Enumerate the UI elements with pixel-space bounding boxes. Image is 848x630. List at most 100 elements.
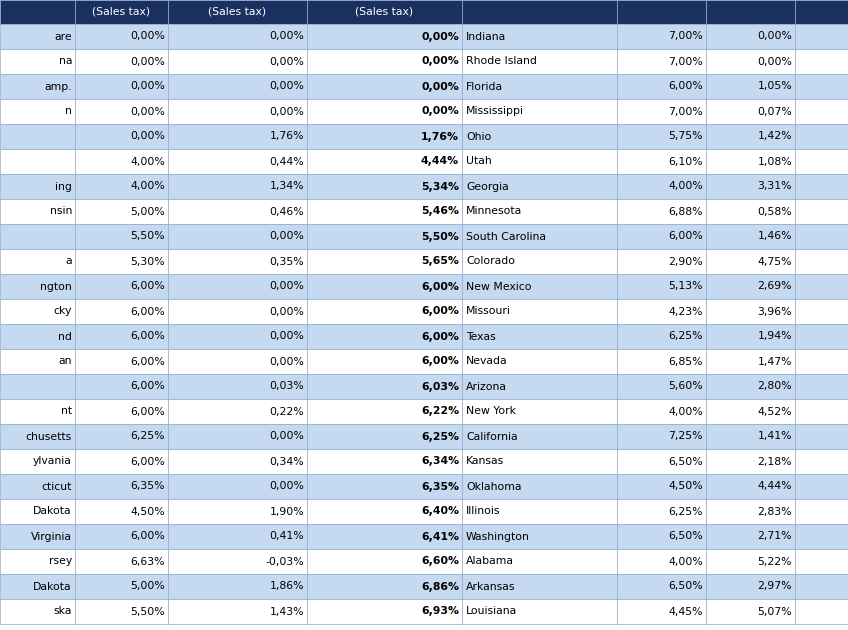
Bar bbox=[0, 474, 75, 499]
Text: 7,00%: 7,00% bbox=[668, 106, 703, 117]
Text: 1,76%: 1,76% bbox=[421, 132, 459, 142]
Text: 5,00%: 5,00% bbox=[131, 207, 165, 217]
Text: (Sales tax): (Sales tax) bbox=[209, 7, 266, 17]
Text: 5,13%: 5,13% bbox=[668, 282, 703, 292]
Text: 5,07%: 5,07% bbox=[757, 607, 792, 617]
Bar bbox=[462, 474, 617, 499]
Text: 6,86%: 6,86% bbox=[421, 581, 459, 592]
Bar bbox=[307, 124, 462, 149]
Text: Ohio: Ohio bbox=[466, 132, 491, 142]
Bar bbox=[795, 124, 848, 149]
Text: New York: New York bbox=[466, 406, 516, 416]
Text: 6,00%: 6,00% bbox=[131, 307, 165, 316]
Bar bbox=[462, 199, 617, 224]
Bar bbox=[706, 524, 795, 549]
Text: 6,88%: 6,88% bbox=[668, 207, 703, 217]
Bar bbox=[0, 124, 75, 149]
Bar bbox=[75, 24, 168, 49]
Bar bbox=[462, 499, 617, 524]
Text: 0,22%: 0,22% bbox=[270, 406, 304, 416]
Text: 1,94%: 1,94% bbox=[757, 331, 792, 341]
Bar bbox=[462, 249, 617, 274]
Bar bbox=[706, 324, 795, 349]
Text: 3,96%: 3,96% bbox=[757, 307, 792, 316]
Text: 2,80%: 2,80% bbox=[757, 382, 792, 391]
Text: amp.: amp. bbox=[44, 81, 72, 91]
Bar bbox=[706, 374, 795, 399]
Text: Virginia: Virginia bbox=[31, 532, 72, 542]
Text: 2,18%: 2,18% bbox=[757, 457, 792, 466]
Bar bbox=[706, 224, 795, 249]
Text: Dakota: Dakota bbox=[33, 581, 72, 592]
Text: 6,85%: 6,85% bbox=[668, 357, 703, 367]
Bar bbox=[168, 224, 307, 249]
Bar bbox=[795, 0, 848, 24]
Bar bbox=[462, 374, 617, 399]
Text: nt: nt bbox=[61, 406, 72, 416]
Bar bbox=[795, 99, 848, 124]
Bar bbox=[617, 474, 706, 499]
Text: 5,50%: 5,50% bbox=[131, 607, 165, 617]
Bar bbox=[168, 99, 307, 124]
Bar bbox=[307, 224, 462, 249]
Text: 4,52%: 4,52% bbox=[757, 406, 792, 416]
Bar bbox=[462, 49, 617, 74]
Bar bbox=[168, 349, 307, 374]
Bar bbox=[617, 24, 706, 49]
Text: 0,00%: 0,00% bbox=[130, 106, 165, 117]
Bar bbox=[0, 199, 75, 224]
Text: 0,46%: 0,46% bbox=[270, 207, 304, 217]
Text: 0,00%: 0,00% bbox=[130, 57, 165, 67]
Text: 6,00%: 6,00% bbox=[421, 331, 459, 341]
Bar bbox=[307, 574, 462, 599]
Bar bbox=[795, 274, 848, 299]
Text: 6,93%: 6,93% bbox=[421, 607, 459, 617]
Text: 5,60%: 5,60% bbox=[668, 382, 703, 391]
Text: 3,31%: 3,31% bbox=[757, 181, 792, 192]
Text: 0,00%: 0,00% bbox=[130, 32, 165, 42]
Text: 6,00%: 6,00% bbox=[131, 406, 165, 416]
Bar bbox=[75, 599, 168, 624]
Bar bbox=[0, 599, 75, 624]
Bar bbox=[706, 249, 795, 274]
Text: 1,41%: 1,41% bbox=[757, 432, 792, 442]
Bar bbox=[307, 174, 462, 199]
Text: Minnesota: Minnesota bbox=[466, 207, 522, 217]
Text: a: a bbox=[65, 256, 72, 266]
Bar bbox=[795, 199, 848, 224]
Text: ska: ska bbox=[53, 607, 72, 617]
Bar bbox=[706, 24, 795, 49]
Bar bbox=[462, 174, 617, 199]
Bar bbox=[706, 174, 795, 199]
Bar bbox=[75, 0, 168, 24]
Bar bbox=[75, 349, 168, 374]
Text: 6,10%: 6,10% bbox=[668, 156, 703, 166]
Text: Arkansas: Arkansas bbox=[466, 581, 516, 592]
Text: 6,25%: 6,25% bbox=[131, 432, 165, 442]
Bar bbox=[75, 49, 168, 74]
Text: are: are bbox=[54, 32, 72, 42]
Text: 1,90%: 1,90% bbox=[270, 507, 304, 517]
Text: Dakota: Dakota bbox=[33, 507, 72, 517]
Text: 0,00%: 0,00% bbox=[130, 132, 165, 142]
Text: 1,47%: 1,47% bbox=[757, 357, 792, 367]
Text: Louisiana: Louisiana bbox=[466, 607, 517, 617]
Bar bbox=[75, 174, 168, 199]
Bar bbox=[75, 449, 168, 474]
Text: 2,69%: 2,69% bbox=[757, 282, 792, 292]
Bar bbox=[0, 224, 75, 249]
Text: 4,00%: 4,00% bbox=[668, 181, 703, 192]
Text: 6,00%: 6,00% bbox=[131, 357, 165, 367]
Text: 4,75%: 4,75% bbox=[757, 256, 792, 266]
Text: ylvania: ylvania bbox=[33, 457, 72, 466]
Bar bbox=[75, 149, 168, 174]
Text: Illinois: Illinois bbox=[466, 507, 500, 517]
Text: 2,71%: 2,71% bbox=[757, 532, 792, 542]
Text: Indiana: Indiana bbox=[466, 32, 506, 42]
Text: 6,35%: 6,35% bbox=[131, 481, 165, 491]
Text: 6,00%: 6,00% bbox=[131, 457, 165, 466]
Text: 7,00%: 7,00% bbox=[668, 32, 703, 42]
Bar bbox=[307, 299, 462, 324]
Bar bbox=[75, 99, 168, 124]
Text: 0,00%: 0,00% bbox=[130, 81, 165, 91]
